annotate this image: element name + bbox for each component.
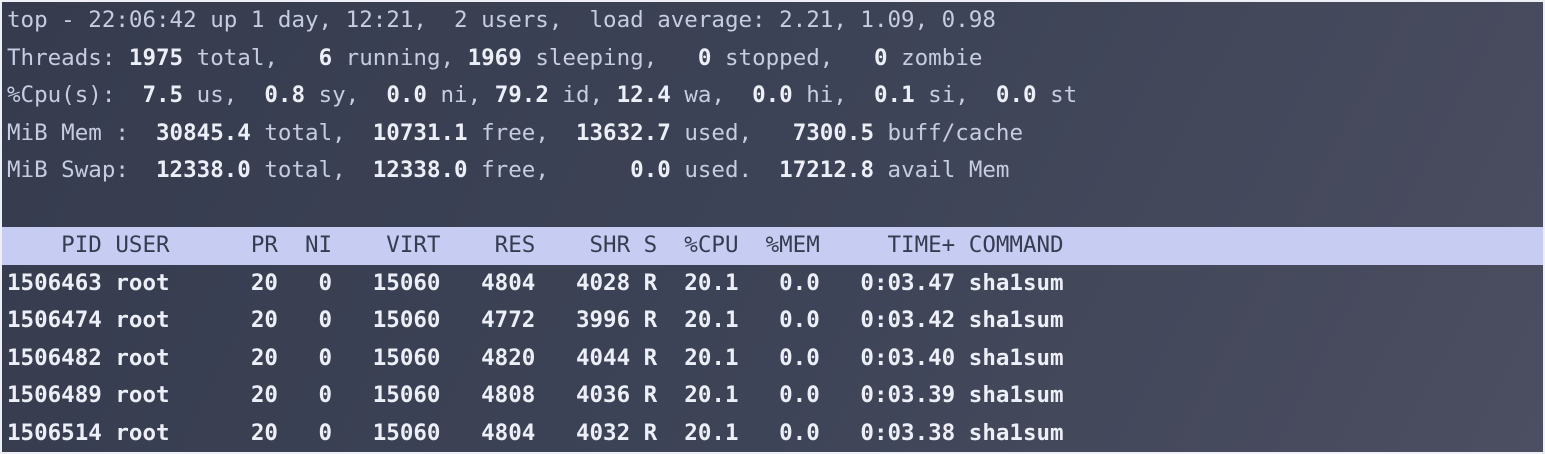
process-row: 1506463 root 20 0 15060 4804 4028 R 20.1…: [7, 269, 1064, 296]
summary-segment: 0.0: [386, 82, 427, 108]
summary-line-uptime: top - 22:06:42 up 1 day, 12:21, 2 users,…: [2, 2, 1543, 40]
summary-segment: sleeping,: [521, 44, 698, 71]
summary-segment: 79.2: [494, 82, 549, 108]
summary-segment: MiB Mem :: [7, 119, 157, 146]
summary-segment: 0.0: [752, 82, 793, 108]
summary-segment: 30845.4: [156, 119, 251, 146]
summary-segment: sy,: [305, 82, 387, 108]
summary-segment: 0.0: [630, 157, 671, 183]
table-header-text: PID USER PR NI VIRT RES SHR S %CPU %MEM …: [7, 232, 1064, 258]
top-summary: top - 22:06:42 up 1 day, 12:21, 2 users,…: [2, 2, 1543, 190]
summary-segment: 6: [318, 44, 333, 71]
summary-segment: top - 22:06:42 up 1 day, 12:21, 2 users,…: [7, 7, 996, 33]
summary-segment: 0: [874, 44, 888, 71]
summary-segment: 1969: [467, 44, 522, 71]
summary-segment: 12338.0: [156, 157, 251, 183]
summary-segment: MiB Swap:: [7, 157, 157, 183]
process-row: 1506482 root 20 0 15060 4820 4044 R 20.1…: [7, 344, 1064, 371]
process-table: 1506463 root 20 0 15060 4804 4028 R 20.1…: [2, 265, 1543, 453]
summary-segment: buff/cache: [874, 119, 1024, 146]
summary-line-threads: Threads: 1975 total, 6 running, 1969 sle…: [2, 40, 1543, 78]
process-row: 1506474 root 20 0 15060 4772 3996 R 20.1…: [7, 307, 1064, 333]
summary-segment: zombie: [887, 44, 983, 71]
summary-segment: total,: [250, 119, 373, 146]
summary-segment: 10731.1: [372, 119, 468, 146]
blank-line: [2, 190, 1543, 228]
summary-segment: used,: [670, 119, 793, 146]
process-row: 1506514 root 20 0 15060 4804 4032 R 20.1…: [7, 419, 1064, 446]
summary-segment: si,: [914, 82, 996, 108]
summary-segment: 12338.0: [372, 157, 468, 183]
summary-segment: %Cpu(s):: [7, 82, 143, 108]
summary-line-swap: MiB Swap: 12338.0 total, 12338.0 free, 0…: [2, 152, 1543, 190]
summary-line-memory: MiB Mem : 30845.4 total, 10731.1 free, 1…: [2, 115, 1543, 153]
summary-segment: running,: [332, 44, 468, 71]
summary-segment: stopped,: [711, 44, 874, 71]
process-row: 1506489 root 20 0 15060 4808 4036 R 20.1…: [7, 382, 1064, 408]
summary-segment: avail Mem: [874, 157, 1010, 183]
process-table-header: PID USER PR NI VIRT RES SHR S %CPU %MEM …: [2, 227, 1543, 265]
summary-segment: 7.5: [142, 82, 184, 108]
summary-segment: st: [1036, 82, 1078, 108]
summary-segment: total,: [250, 157, 373, 183]
summary-segment: used.: [670, 157, 780, 183]
summary-segment: free,: [467, 119, 576, 146]
summary-segment: id,: [548, 82, 617, 108]
summary-segment: Threads:: [7, 44, 129, 71]
summary-segment: 0: [697, 44, 712, 71]
summary-segment: us,: [183, 82, 265, 108]
summary-segment: 0.1: [874, 82, 915, 108]
summary-segment: 0.8: [264, 82, 306, 108]
summary-segment: hi,: [792, 82, 874, 108]
summary-segment: wa,: [670, 82, 753, 108]
summary-segment: total,: [183, 44, 319, 71]
summary-line-cpu: %Cpu(s): 7.5 us, 0.8 sy, 0.0 ni, 79.2 id…: [2, 77, 1543, 115]
summary-segment: 12.4: [616, 82, 671, 108]
summary-segment: 0.0: [995, 82, 1037, 108]
summary-segment: 7300.5: [792, 119, 874, 146]
summary-segment: ni,: [426, 82, 495, 108]
summary-segment: 1975: [128, 44, 184, 71]
summary-segment: free,: [467, 157, 631, 183]
summary-segment: 17212.8: [779, 157, 874, 183]
summary-segment: 13632.7: [575, 119, 671, 146]
